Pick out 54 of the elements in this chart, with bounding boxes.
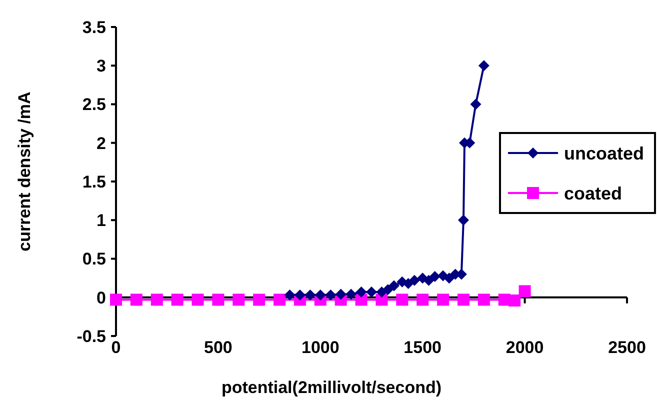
point	[150, 294, 163, 306]
point	[212, 294, 224, 306]
point	[192, 294, 204, 306]
point	[518, 285, 531, 298]
y-tick-label: 3.5	[82, 18, 106, 37]
y-tick-label: -0.5	[76, 326, 106, 346]
point	[416, 294, 429, 306]
point	[366, 286, 377, 298]
y-axis-title: current density /mA	[15, 92, 34, 252]
point	[408, 274, 420, 286]
y-tick-label: 0.5	[82, 250, 106, 269]
point	[314, 290, 326, 301]
x-tick-label: 1500	[404, 338, 442, 357]
y-tick-label: 1	[96, 211, 106, 230]
legend-label: coated	[564, 183, 622, 204]
y-tick-label: 1.5	[82, 172, 106, 192]
point	[429, 271, 440, 282]
point	[402, 278, 414, 289]
point	[388, 280, 400, 292]
x-tick-label: 2000	[506, 338, 544, 357]
point	[294, 290, 306, 301]
y-tick-label: 0	[96, 288, 106, 308]
point	[130, 294, 142, 306]
point	[457, 294, 470, 306]
point	[458, 214, 469, 226]
point	[253, 294, 266, 306]
point	[478, 294, 490, 306]
y-tick-label: 2	[96, 134, 106, 153]
point	[508, 294, 521, 306]
point	[284, 290, 296, 301]
x-tick-label: 0	[111, 338, 121, 357]
point	[325, 290, 336, 301]
y-tick-label: 2.5	[82, 95, 106, 114]
point	[470, 98, 482, 110]
point	[346, 288, 357, 300]
point	[396, 294, 408, 306]
x-tick-label: 1000	[301, 338, 340, 357]
legend-label: uncoated	[564, 143, 644, 164]
point	[437, 294, 450, 306]
point	[382, 284, 394, 296]
point	[171, 294, 184, 306]
x-axis-title: potential(2millivolt/second)	[221, 378, 442, 397]
point	[444, 272, 455, 284]
y-tick-label: 3	[96, 56, 106, 76]
point	[110, 294, 122, 306]
point	[304, 290, 316, 301]
point	[232, 294, 245, 306]
point	[274, 294, 286, 306]
point	[423, 274, 434, 286]
x-tick-label: 2500	[608, 338, 646, 357]
point	[356, 286, 367, 298]
x-tick-label: 500	[204, 338, 232, 357]
point	[478, 60, 490, 72]
point	[335, 288, 346, 300]
